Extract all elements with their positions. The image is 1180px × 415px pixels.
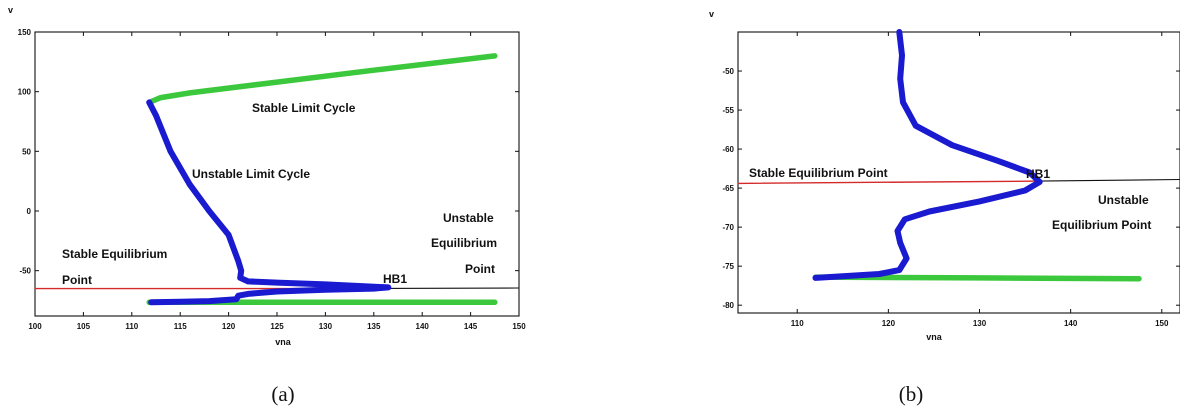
panel-a-x-tick-label: 135 (367, 322, 381, 331)
panel-b-y-axis-label: v (709, 9, 714, 19)
panel-b-y-tick-label: -65 (722, 184, 734, 193)
panel-b-x-tick-label: 110 (791, 319, 804, 328)
panel-b-x-tick-label: 140 (1064, 319, 1078, 328)
panel-b-y-tick-label: -80 (722, 301, 734, 310)
panel-b-caption: (b) (899, 382, 924, 406)
panel-a-stable-equilibrium-label-line1: Stable Equilibrium (62, 247, 167, 261)
panel-a-plot-area: 100 105 110 115 120 125 130 135 140 145 150 -50 0 50 1… (18, 28, 527, 331)
panel-a-stable-limit-cycle-label: Stable Limit Cycle (252, 101, 356, 115)
panel-b-hb1-label: HB1 (1026, 167, 1050, 181)
panel-b-y-tick-label: -75 (722, 262, 734, 271)
panel-b-y-tick-label: -60 (722, 145, 734, 154)
panel-b-unstable-equilibrium-line (1038, 178, 1180, 182)
panel-b-plot-area: 110 120 130 140 150 -50 -55 -60 -65 -70 -75 -80 (722, 29, 1180, 328)
panel-a-unstable-equilibrium-label-line3: Point (465, 262, 495, 276)
panel-b-chart: 110 120 130 140 150 -50 -55 -60 -65 -70 -75 -80 v vn… (709, 9, 1180, 406)
panel-a-y-tick-label: 150 (18, 28, 32, 37)
panel-a-x-tick-label: 110 (125, 322, 138, 331)
panel-a-x-tick-label: 140 (416, 322, 430, 331)
panel-b-x-tick-label: 150 (1155, 319, 1169, 328)
panel-a-x-tick-label: 100 (28, 322, 42, 331)
panel-b-x-tick-label: 120 (882, 319, 896, 328)
panel-a-unstable-equilibrium-label-line2: Equilibrium (431, 236, 497, 250)
panel-a-unstable-equilibrium-label-line1: Unstable (443, 211, 494, 225)
panel-b-y-tick-label: -70 (722, 223, 734, 232)
panel-b-unstable-limit-cycle-curve (812, 29, 1043, 281)
panel-a-x-tick-label: 125 (270, 322, 284, 331)
panel-b-stable-equilibrium-line (737, 180, 1040, 185)
panel-b-axes-frame (737, 31, 1180, 314)
panel-a-unstable-limit-cycle-label: Unstable Limit Cycle (192, 167, 310, 181)
panel-a-y-tick-label: 100 (18, 88, 32, 97)
panel-a-x-tick-label: 120 (222, 322, 236, 331)
panel-a-unstable-limit-cycle-curve (146, 99, 392, 306)
panel-a-hb1-label: HB1 (383, 272, 407, 286)
panel-a-x-tick-label: 105 (77, 322, 91, 331)
panel-a-stable-equilibrium-label-line2: Point (62, 273, 92, 287)
panel-a-y-axis-label: v (8, 5, 13, 15)
panel-a-y-tick-label: 0 (27, 207, 32, 216)
panel-a-y-tick-label: 50 (22, 147, 31, 156)
panel-a-x-tick-label: 145 (464, 322, 478, 331)
panel-b-x-axis-label: vna (926, 332, 943, 342)
panel-a-x-tick-label: 130 (319, 322, 333, 331)
panel-b-unstable-equilibrium-label-line1: Unstable (1098, 193, 1149, 207)
panel-a-x-axis-label: vna (275, 337, 292, 347)
panel-b-stable-equilibrium-label: Stable Equilibrium Point (749, 166, 888, 180)
panel-a-caption: (a) (271, 382, 294, 406)
panel-a-chart: 100 105 110 115 120 125 130 135 140 145 150 -50 0 50 1… (8, 5, 526, 406)
panel-b-y-tick-label: -55 (722, 106, 734, 115)
panel-b-unstable-equilibrium-label-line2: Equilibrium Point (1052, 218, 1151, 232)
panel-b-y-tick-label: -50 (722, 67, 734, 76)
panel-a-x-tick-label: 150 (512, 322, 526, 331)
panel-a-x-tick-label: 115 (174, 322, 187, 331)
panel-a-stable-limit-cycle-curve (146, 53, 498, 106)
panel-b-x-tick-label: 130 (973, 319, 987, 328)
panel-a-y-tick-label: -50 (19, 267, 31, 276)
